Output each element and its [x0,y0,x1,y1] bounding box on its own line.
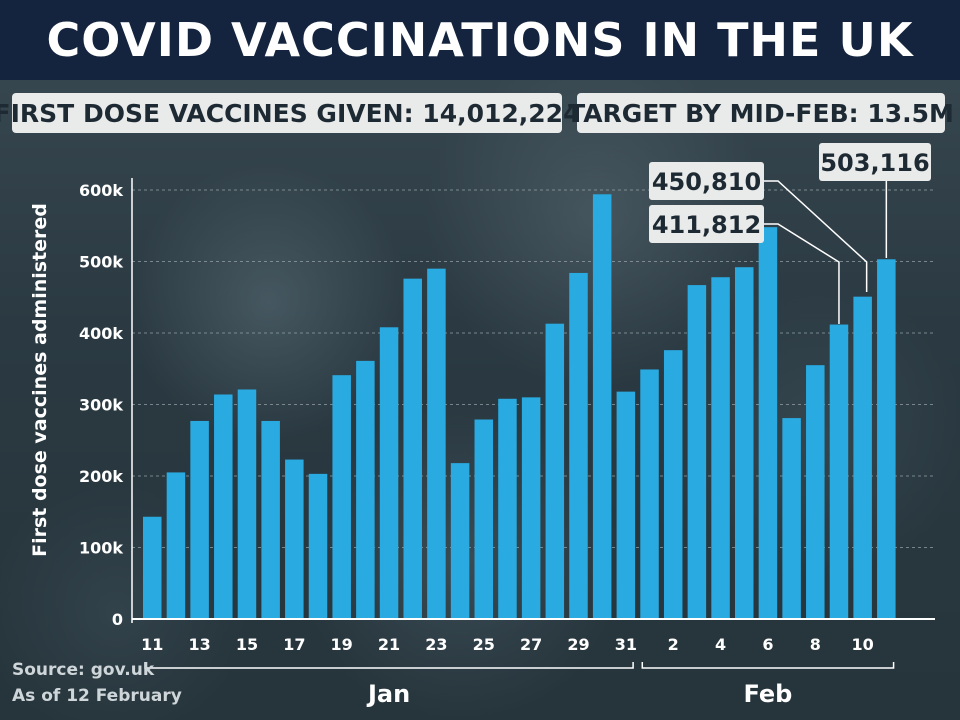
bar-16 [261,420,280,619]
x-tick-label: 4 [715,635,726,654]
callout-leader [764,180,868,292]
title-bar: COVID VACCINATIONS IN THE UK [0,0,960,80]
bar-30 [592,194,612,620]
bar-18 [308,473,328,619]
y-tick-label: 400k [79,324,123,343]
callout-value: 450,810 [652,168,761,196]
bar-24 [450,463,470,619]
y-tick-label: 200k [79,467,123,486]
bar-5 [735,267,754,619]
x-tick-label: 11 [141,635,163,654]
bar-27 [521,397,541,619]
bar-2 [663,350,683,619]
target-box: TARGET BY MID-FEB: 13.5M [568,93,954,133]
x-tick-label: 23 [425,635,447,654]
callout-value: 503,116 [820,149,929,177]
month-bracket [641,662,895,669]
x-tick-label: 6 [762,635,773,654]
callout-box [649,162,764,200]
page-title: COVID VACCINATIONS IN THE UK [46,13,914,67]
y-tick-label: 0 [112,610,123,629]
x-tick-label: 17 [283,635,305,654]
x-tick-label: 2 [668,635,679,654]
bar-1 [640,369,659,619]
bar-15 [237,389,257,619]
x-tick-label: 21 [378,635,400,654]
callout-box [649,205,764,243]
source-note: Source: gov.uk [12,660,155,680]
bar-23 [427,268,446,619]
bar-8 [806,365,825,619]
bar-28 [545,323,565,619]
bar-9 [829,324,849,619]
bar-11 [877,259,896,619]
y-tick-label: 300k [79,396,123,415]
x-tick-label: 19 [331,635,353,654]
y-tick-label: 600k [79,181,123,200]
as-of-note: As of 12 February [12,686,182,706]
bar-7 [782,418,801,619]
y-tick-label: 100k [79,539,123,558]
bar-29 [569,272,588,619]
x-tick-label: 27 [520,635,542,654]
month-bracket [144,662,634,669]
bar-17 [285,459,304,619]
month-label: Jan [366,680,410,708]
bar-19 [332,375,351,619]
bar-14 [214,394,233,619]
bar-6 [758,227,778,619]
first-dose-total-text: FIRST DOSE VACCINES GIVEN: 14,012,224 [0,98,581,128]
target-text: TARGET BY MID-FEB: 13.5M [568,98,954,128]
x-tick-label: 25 [473,635,495,654]
bar-25 [474,419,494,619]
callout-value: 411,812 [652,211,761,239]
bar-20 [356,360,375,619]
bar-4 [711,277,730,619]
bar-21 [379,327,399,619]
bar-31 [616,391,636,619]
x-tick-label: 13 [188,635,210,654]
x-tick-label: 29 [567,635,589,654]
x-tick-label: 31 [615,635,637,654]
month-label: Feb [743,680,792,708]
x-tick-label: 15 [236,635,258,654]
first-dose-total-box: FIRST DOSE VACCINES GIVEN: 14,012,224 [0,93,580,133]
bar-11 [143,516,162,619]
y-axis-title: First dose vaccines administered [29,203,51,557]
bar-10 [853,296,872,619]
x-tick-label: 10 [852,635,874,654]
bar-3 [687,285,707,619]
callout-box [819,143,931,181]
callout-leader [764,223,840,324]
bar-26 [498,398,517,619]
y-tick-label: 500k [79,253,123,272]
bar-13 [190,420,209,619]
bar-22 [403,278,422,619]
bar-12 [166,472,186,619]
x-tick-label: 8 [810,635,821,654]
